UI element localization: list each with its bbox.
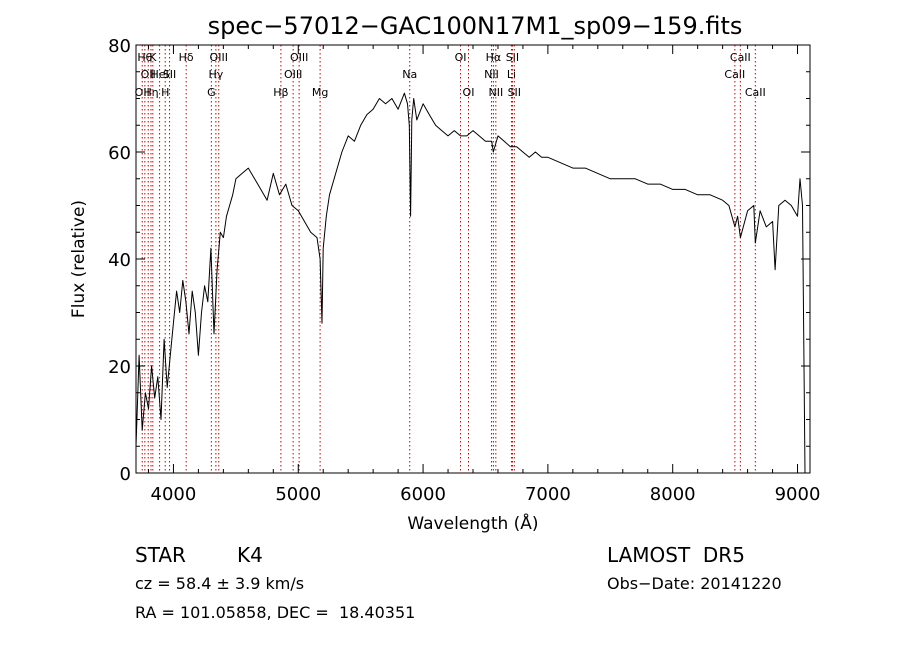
x-tick-label: 4000 — [151, 484, 197, 505]
coordinates: RA = 101.05858, DEC = 18.40351 — [135, 603, 416, 622]
spectral-line-markers: OIIHθOIIHηKHeIHSIIHδGHγOIIIHβOIIIOIIIMgN… — [135, 45, 766, 473]
line-marker-label: OIII — [290, 51, 308, 64]
plot-axes: 4000 5000 6000 7000 8000 9000 0 20 40 60 80 — [108, 36, 820, 505]
line-marker-label: H — [161, 86, 169, 99]
x-tick-label: 9000 — [775, 484, 821, 505]
flux-line — [135, 92, 806, 474]
line-marker-label: Hα — [486, 51, 502, 64]
survey-name: LAMOST DR5 — [607, 543, 745, 567]
observation-date: Obs−Date: 20141220 — [607, 574, 782, 593]
y-tick-label: 0 — [120, 464, 131, 485]
line-marker-label: HeI — [150, 68, 168, 81]
line-marker-label: Na — [402, 68, 417, 81]
line-marker-label: Hβ — [273, 86, 288, 99]
line-marker-label: SII — [163, 68, 176, 81]
line-marker-label: Hγ — [208, 68, 223, 81]
line-marker-label: SII — [506, 51, 519, 64]
redshift-cz: cz = 58.4 ± 3.9 km/s — [135, 574, 305, 593]
line-marker-label: Hθ — [137, 51, 152, 64]
line-marker-label: CaII — [724, 68, 745, 81]
line-marker-label: NII — [488, 86, 503, 99]
plot-frame — [135, 44, 811, 474]
y-tick-label: 40 — [108, 250, 131, 271]
line-marker-label: OII — [141, 68, 156, 81]
line-marker-label: G — [207, 86, 216, 99]
line-marker-label: CaII — [745, 86, 766, 99]
y-tick-label: 20 — [108, 357, 131, 378]
line-marker-label: OII — [135, 86, 150, 99]
y-tick-label: 80 — [108, 36, 131, 57]
object-class: STAR — [135, 543, 186, 567]
line-marker-label: SII — [508, 86, 521, 99]
x-axis-label: Wavelength (Å) — [407, 512, 538, 534]
x-tick-label: 6000 — [400, 484, 446, 505]
line-marker-label: OI — [463, 86, 475, 99]
line-marker-label: Hη — [143, 86, 158, 99]
x-tick-label: 5000 — [275, 484, 321, 505]
line-marker-label: Hδ — [179, 51, 194, 64]
chart-title: spec−57012−GAC100N17M1_sp09−159.fits — [208, 12, 743, 40]
line-marker-label: OIII — [210, 51, 228, 64]
line-marker-label: K — [149, 51, 157, 64]
line-marker-label: NII — [484, 68, 499, 81]
flux-series — [135, 92, 806, 474]
line-marker-label: Mg — [312, 86, 328, 99]
y-tick-label: 60 — [108, 143, 131, 164]
spectral-subclass: K4 — [237, 543, 263, 567]
line-marker-label: OI — [455, 51, 467, 64]
y-axis-label: Flux (relative) — [69, 200, 89, 318]
line-marker-label: OIII — [284, 68, 302, 81]
line-marker-label: Li — [507, 68, 516, 81]
x-tick-label: 7000 — [525, 484, 571, 505]
line-marker-label: CaII — [730, 51, 751, 64]
x-tick-label: 8000 — [650, 484, 696, 505]
